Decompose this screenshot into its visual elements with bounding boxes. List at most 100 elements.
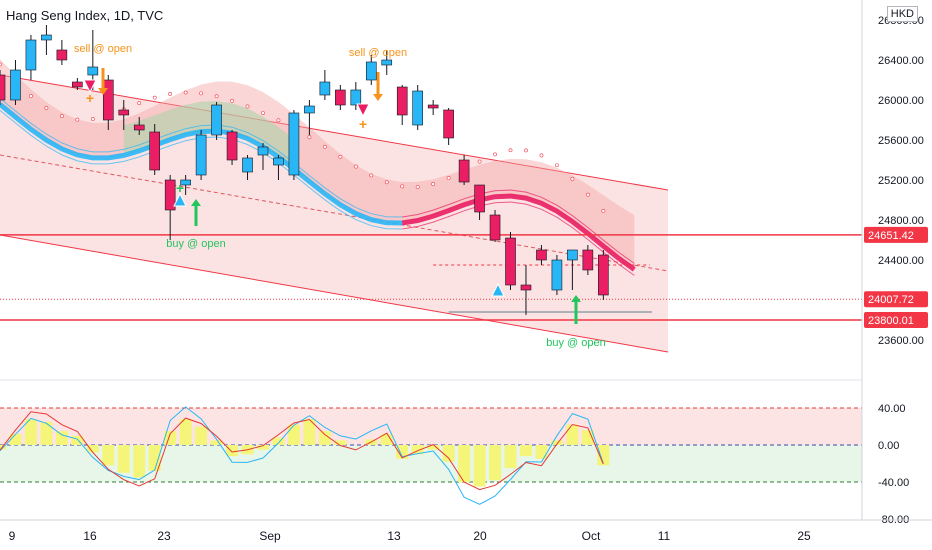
candle-body (350, 89, 362, 106)
ma-line-blue-upper (0, 98, 403, 218)
price-tag-bg (864, 226, 928, 243)
candle-body (226, 131, 238, 161)
trail-dot (183, 90, 188, 95)
candle-body (335, 89, 346, 106)
osc-bar (71, 435, 84, 445)
trail-dot (524, 148, 528, 153)
trail-dot (44, 106, 49, 111)
osc-bar (411, 445, 424, 455)
osc-bar (489, 445, 502, 481)
trail-dot (199, 91, 204, 96)
ma-line-red-lower (402, 201, 635, 276)
annotation-label: buy @ open (166, 238, 226, 250)
osc-tick-label: 0.00 (878, 440, 899, 452)
annotation-arrow-head (373, 94, 383, 101)
price-tick-label: 25200.00 (878, 175, 924, 187)
time-tick-label: 9 (9, 529, 16, 543)
price-tag-label: 24007.72 (868, 294, 914, 306)
trail-dot (353, 164, 358, 169)
annotation-arrow-head (571, 295, 581, 302)
osc-bar (334, 440, 347, 445)
osc-bar (256, 445, 269, 450)
candle-body (257, 146, 269, 156)
cross-marker: + (86, 90, 94, 106)
trail-dot (570, 176, 575, 181)
time-tick-label: Oct (582, 529, 601, 543)
osc-bar (442, 445, 455, 462)
annotation-label: sell @ open (349, 47, 407, 59)
osc-bar (272, 437, 285, 445)
price-tag-label: 24651.42 (868, 230, 914, 242)
trail-dot (384, 180, 389, 185)
price-tick-label: 25600.00 (878, 135, 924, 147)
osc-bar (473, 445, 486, 487)
time-tick-label: Sep (259, 529, 281, 543)
candle-body (365, 61, 377, 81)
candle-body (582, 249, 594, 271)
annotation-label: sell @ open (74, 43, 132, 55)
osc-bar (550, 440, 563, 445)
candle-body (41, 34, 52, 41)
time-tick-label: 11 (658, 529, 671, 543)
trail-dot (477, 159, 482, 164)
oscillator-pane (0, 406, 862, 505)
trend-channel-lower (0, 234, 669, 353)
candle-body (242, 157, 253, 173)
trail-dot (415, 185, 420, 189)
candle-body (164, 179, 176, 211)
trail-dot (508, 148, 513, 153)
osc-bar (458, 445, 471, 482)
osc-bar (55, 431, 68, 445)
candle-body (319, 81, 331, 96)
osc-bar (427, 445, 440, 450)
candle-body (520, 284, 532, 291)
osc-bar (24, 419, 37, 445)
trail-dot (152, 95, 157, 100)
osc-bar (318, 431, 331, 445)
price-tag-label: 23800.01 (868, 315, 914, 327)
osc-bar (117, 445, 130, 473)
trail-dot (230, 98, 234, 103)
osc-zone-upper (0, 408, 862, 445)
candle-body (273, 157, 284, 166)
trail-dot (168, 92, 173, 96)
price-tick-label: 26400.00 (878, 55, 924, 67)
time-tick-label: 25 (797, 529, 811, 543)
osc-tick-label: 40.00 (878, 403, 906, 415)
osc-bar (179, 419, 192, 445)
osc-bar (303, 419, 316, 445)
trail-dot (0, 62, 2, 67)
price-tick-label: 24400.00 (878, 255, 924, 267)
osc-bar (396, 445, 409, 459)
trail-dot (307, 135, 312, 140)
currency-badge[interactable]: HKD (886, 6, 918, 22)
trail-dot (369, 173, 374, 178)
osc-bar (133, 445, 146, 478)
trail-dot (400, 184, 405, 189)
time-tick-label: 16 (83, 529, 97, 543)
trail-dot (338, 154, 343, 159)
candle-body (396, 86, 408, 116)
candle-body (567, 249, 578, 261)
ma-cloud-upper (0, 59, 635, 270)
osc-bar (148, 445, 161, 471)
candle-body (118, 109, 130, 116)
trail-dot (431, 182, 436, 186)
candle-body (0, 74, 6, 101)
osc-bar (86, 445, 99, 453)
candle-body (551, 259, 563, 291)
cross-marker: + (359, 116, 367, 132)
trail-dot (245, 104, 250, 109)
candle-body (505, 237, 516, 286)
candle-body (489, 214, 501, 241)
annotation-arrow-head (191, 199, 201, 206)
candle-body (102, 79, 114, 121)
osc-signal-blue (0, 406, 604, 505)
osc-bar (9, 433, 22, 445)
candle-body (133, 124, 145, 131)
candle-body (195, 134, 207, 176)
ma-line-red-upper (402, 189, 635, 264)
osc-signal-red (0, 411, 604, 491)
osc-bar (102, 445, 115, 466)
